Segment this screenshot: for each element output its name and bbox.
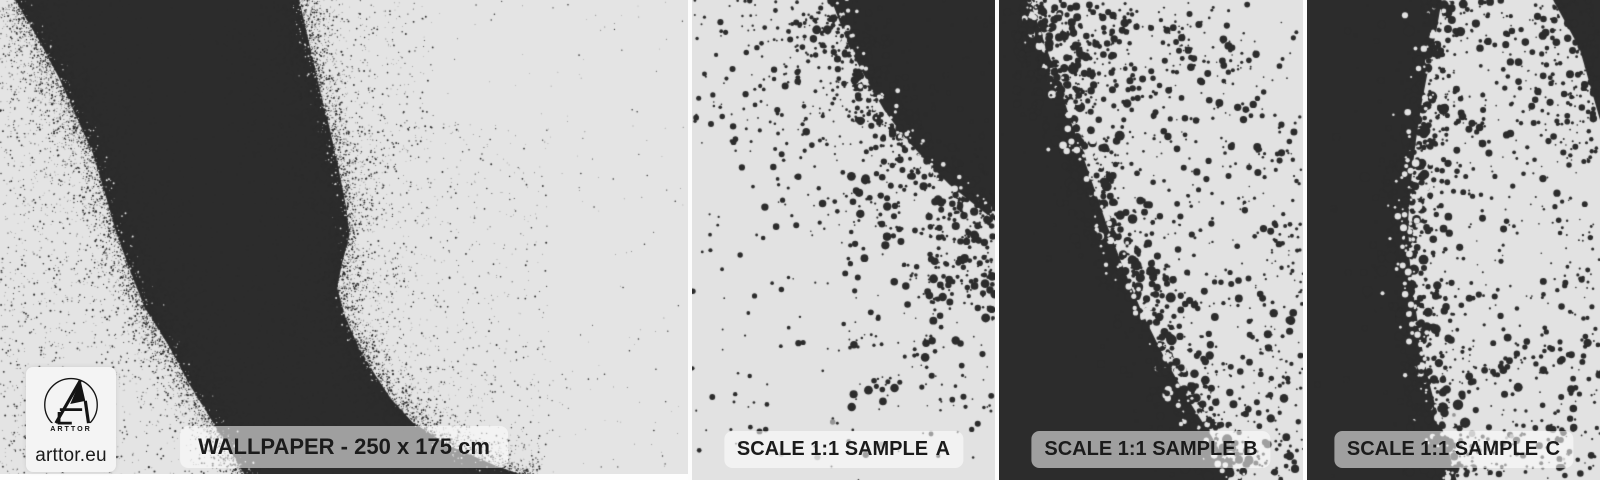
wallpaper-panel: ARTTOR arttor.eu WALLPAPER - 250 x 175 c… [0,0,688,480]
scale-label-text: SCALE 1:1 SAMPLE [736,438,929,460]
sample-a-pattern-canvas [692,0,995,480]
sample-variant-letter: A [935,438,951,460]
sample-a-label: SCALE 1:1 SAMPLE A [723,431,964,468]
sample-b-panel: SCALE 1:1 SAMPLE B [999,0,1303,480]
panel-divider [995,0,999,480]
arttor-logo-icon: ARTTOR [42,377,100,434]
sample-a-panel: SCALE 1:1 SAMPLE A [692,0,995,480]
wallpaper-bottom-strip [0,474,688,480]
scale-label-text: SCALE 1:1 SAMPLE [1044,438,1236,460]
sample-c-label: SCALE 1:1 SAMPLE C [1333,431,1574,468]
sample-b-label: SCALE 1:1 SAMPLE B [1031,431,1271,468]
panel-divider [688,0,692,480]
wallpaper-size-text: WALLPAPER - 250 x 175 cm [198,434,490,459]
wallpaper-size-label: WALLPAPER - 250 x 175 cm [180,426,508,468]
brand-logo-box: ARTTOR arttor.eu [26,367,116,472]
logo-domain-text: arttor.eu [35,445,107,466]
sample-variant-letter: C [1545,438,1561,460]
sample-c-panel: SCALE 1:1 SAMPLE C [1307,0,1600,480]
sample-variant-letter: B [1243,438,1258,460]
sample-b-pattern-canvas [999,0,1303,480]
panel-divider [1303,0,1307,480]
logo-wordmark: ARTTOR [50,425,92,433]
sample-c-pattern-canvas [1307,0,1600,480]
scale-label-text: SCALE 1:1 SAMPLE [1346,438,1539,460]
